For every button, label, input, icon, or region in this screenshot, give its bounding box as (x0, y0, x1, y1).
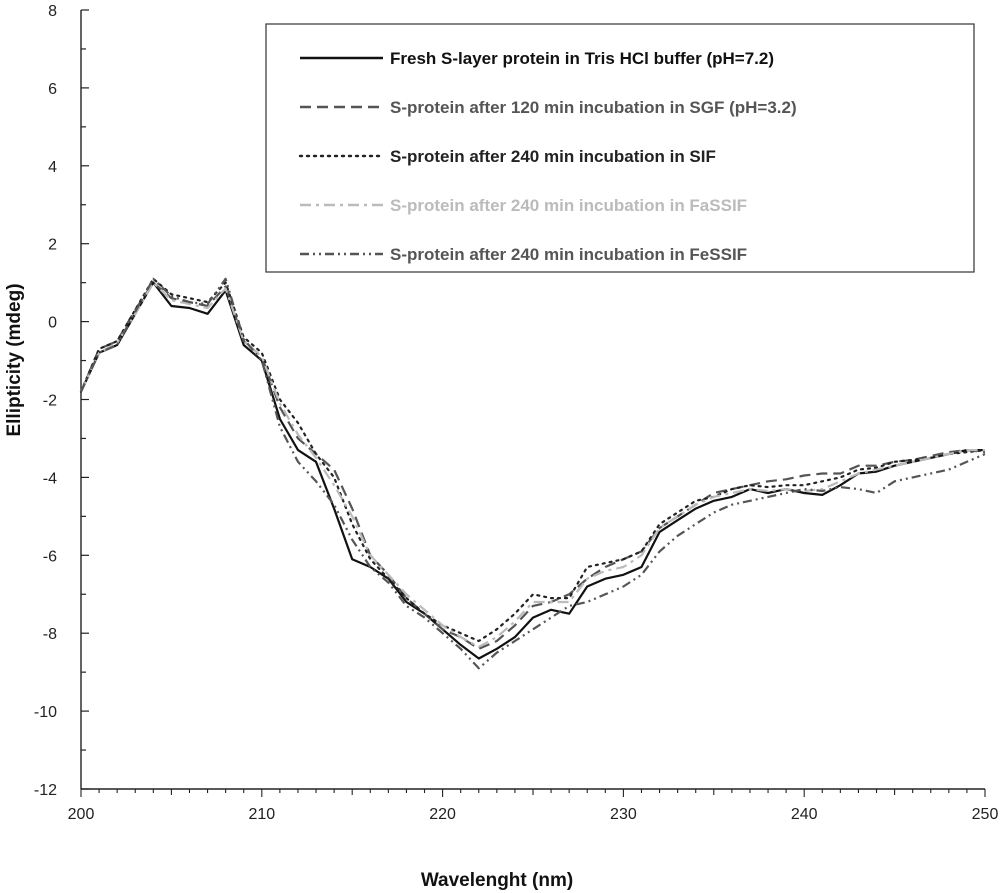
x-tick-label: 200 (68, 806, 95, 823)
y-tick-label: -4 (43, 470, 57, 487)
x-tick-label: 240 (791, 806, 818, 823)
y-tick-label: -6 (43, 548, 57, 565)
y-tick-label: -10 (34, 704, 57, 721)
series-lines (79, 277, 987, 670)
y-tick-label: 2 (48, 237, 57, 254)
legend-label-4: S-protein after 240 min incubation in Fa… (390, 196, 747, 215)
series-line-2 (79, 281, 986, 650)
y-axis-title: Ellipticity (mdeg) (4, 283, 25, 436)
x-axis-title: Wavelenght (nm) (421, 870, 573, 891)
x-tick-label: 250 (972, 806, 999, 823)
y-tick-label: -8 (43, 626, 57, 643)
legend-label-1: Fresh S-layer protein in Tris HCl buffer… (390, 49, 774, 68)
y-tick-label: 6 (48, 81, 57, 98)
x-tick-label: 210 (248, 806, 275, 823)
legend-label-2: S-protein after 120 min incubation in SG… (390, 98, 797, 117)
series-line-4 (80, 281, 985, 648)
legend-box (265, 23, 975, 273)
series-line-1 (80, 281, 985, 660)
y-tick-label: -2 (43, 393, 57, 410)
y-tick-label: -12 (34, 782, 57, 799)
legend-label-3: S-protein after 240 min incubation in SI… (390, 147, 716, 166)
series-line-3 (79, 277, 987, 643)
x-tick-label: 220 (429, 806, 456, 823)
legend: Fresh S-layer protein in Tris HCl buffer… (265, 23, 975, 273)
y-tick-label: 8 (48, 3, 57, 20)
legend-label-5: S-protein after 240 min incubation in Fe… (390, 245, 747, 264)
y-tick-label: 4 (48, 159, 57, 176)
y-tick-label: 0 (48, 315, 57, 332)
x-tick-label: 230 (610, 806, 637, 823)
series-line-5 (80, 277, 986, 670)
axis-ticks: 8 6 4 2 0 -2 -4 -6 -8 -10 -12 200 210 220 230 240 250 (34, 3, 999, 823)
